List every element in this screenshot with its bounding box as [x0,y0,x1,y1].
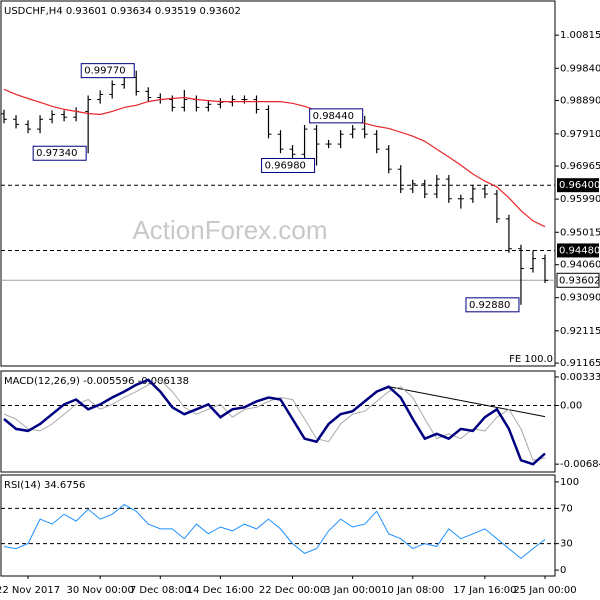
series-line [3,503,546,560]
annotation-label: 0.99770 [84,66,125,77]
y-tick-label: 0.99840 [560,63,600,74]
series-line [3,378,546,466]
level-box [557,178,599,193]
y-tick-label: 0.96965 [560,161,600,172]
x-tick-label: 10 Jan 08:00 [381,585,444,596]
panel-title: RSI(14) 34.6756 [4,480,85,491]
annotation-label: 0.96980 [265,160,306,171]
y-tick-label: 0.003335 [560,372,600,383]
y-tick-label: 0.95015 [560,227,600,238]
y-tick-label: 30 [560,539,573,550]
level-label: 0.94480 [559,245,600,256]
level-box [557,243,599,258]
x-tick-label: 7 Dec 08:00 [130,585,191,596]
y-tick-label: 0.92115 [560,326,600,337]
series-line [3,379,546,461]
footnote: FE 100.0 [509,354,553,365]
x-tick-label: 22 Nov 2017 [0,585,60,596]
x-tick-label: 22 Dec 00:00 [259,585,326,596]
level-label: 0.96400 [559,180,600,191]
panel-frame [0,0,556,367]
y-tick-label: 0.94060 [560,260,600,271]
y-tick-label: 0.95990 [560,194,600,205]
annotation-label: 0.97340 [36,148,77,159]
y-tick-label: 0.91165 [560,358,600,369]
y-tick-label: 0.97910 [560,129,600,140]
y-tick-label: 100 [560,477,579,488]
panel-frame [0,474,556,577]
y-tick-label: 0 [560,565,566,576]
x-tick-label: 14 Dec 16:00 [187,585,254,596]
annotation-box [261,157,316,173]
x-tick-label: 30 Nov 00:00 [66,585,133,596]
annotation-label: 0.98440 [313,111,354,122]
trendline [388,386,546,418]
annotation-label: 0.92880 [469,300,510,311]
annotation-box [80,63,135,79]
x-tick-label: 25 Jan 00:00 [513,585,576,596]
last-price-box [556,272,600,288]
annotation-box [309,108,364,124]
annotation-box [32,145,87,161]
moving-average [3,88,546,228]
y-tick-label: 0.00 [560,401,582,412]
y-tick-label: 70 [560,503,573,514]
panel-title: USDCHF,H4 0.93601 0.93634 0.93519 0.9360… [4,6,241,17]
y-tick-label: 0.93090 [560,293,600,304]
y-tick-label: 0.98890 [560,96,600,107]
x-tick-label: 17 Jan 16:00 [453,585,516,596]
x-tick-label: 3 Jan 00:00 [324,585,381,596]
panel-title: MACD(12,26,9) -0.005596 -0.006138 [4,376,189,387]
y-tick-label: -0.006843 [560,459,600,470]
panel-frame [0,370,556,473]
y-tick-label: 1.00815 [560,30,600,41]
annotation-box [465,297,520,313]
last-price-label: 0.93602 [559,275,600,286]
watermark: ActionForex.com [132,215,327,245]
